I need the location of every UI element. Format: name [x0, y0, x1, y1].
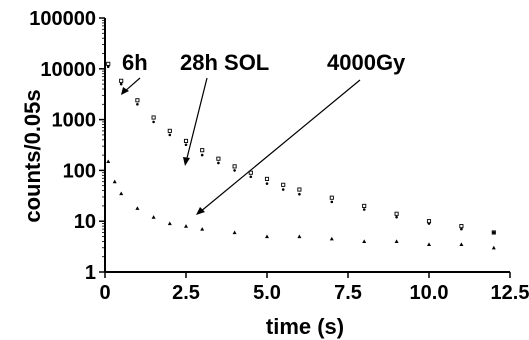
data-point — [248, 170, 253, 175]
data-point — [491, 245, 496, 250]
data-point — [106, 61, 111, 66]
data-point — [394, 211, 399, 216]
data-point — [297, 187, 302, 192]
data-point — [200, 153, 204, 157]
data-point — [265, 182, 269, 185]
data-point — [232, 230, 237, 235]
data-point — [298, 192, 301, 196]
data-point — [426, 219, 432, 224]
axes — [104, 18, 510, 273]
data-point — [330, 200, 334, 204]
data-point — [329, 236, 334, 241]
x-tick-label: 10.0 — [410, 282, 449, 304]
data-point — [151, 115, 156, 120]
y-tick-label: 1 — [85, 262, 96, 284]
data-point — [281, 188, 285, 191]
x-ticks: 0 2.5 5.0 7.5 10.0 12.5 — [99, 272, 529, 304]
data-point — [459, 242, 464, 246]
y-tick-label: 10 — [74, 211, 96, 233]
data-point — [329, 195, 334, 200]
x-tick-label: 2.5 — [172, 282, 200, 304]
x-tick-label: 12.5 — [491, 282, 529, 304]
x-tick-label: 7.5 — [334, 282, 362, 304]
data-point — [135, 206, 140, 210]
data-point — [119, 191, 124, 196]
data-point — [106, 65, 110, 68]
data-point — [200, 227, 205, 231]
y-ticks: 1 10 100 1000 10000 100000 — [29, 8, 105, 284]
x-axis-title: time (s) — [266, 314, 344, 339]
annotation-4000gy: 4000Gy — [327, 50, 406, 75]
series-4000gy — [106, 159, 496, 250]
data-point — [152, 120, 155, 124]
data-point — [427, 242, 431, 246]
data-point — [167, 221, 172, 226]
arrowhead-4000gy — [196, 207, 205, 215]
data-point — [136, 103, 139, 106]
series-28h-sol — [106, 61, 496, 235]
data-point — [135, 98, 140, 103]
data-point — [167, 128, 172, 133]
annotation-6h: 6h — [122, 50, 148, 75]
x-tick-label: 0 — [99, 282, 110, 304]
data-point — [264, 176, 270, 181]
data-point — [491, 230, 496, 235]
data-point — [217, 161, 220, 165]
data-point — [233, 169, 236, 172]
data-point — [265, 234, 269, 239]
y-axis-title: counts/0.05s — [20, 89, 45, 222]
annotations: 6h 28h SOL 4000Gy — [121, 50, 406, 215]
data-point — [168, 133, 172, 137]
data-point — [459, 224, 464, 229]
data-point — [200, 148, 205, 153]
x-tick-label: 5.0 — [253, 282, 281, 304]
data-point — [119, 78, 124, 83]
data-point — [281, 182, 286, 187]
arrowhead-28h-sol — [183, 157, 190, 166]
data-point — [394, 239, 399, 244]
data-point — [232, 164, 237, 169]
data-points — [106, 61, 496, 250]
data-point — [460, 227, 463, 231]
data-point — [106, 159, 111, 164]
data-point — [395, 215, 398, 219]
annotation-28h-sol: 28h SOL — [180, 50, 269, 75]
y-tick-label: 1000 — [52, 110, 97, 132]
arrow-28h-sol — [185, 77, 208, 163]
series-6h — [106, 65, 496, 234]
data-point — [119, 82, 123, 86]
data-point — [151, 215, 156, 219]
arrow-4000gy — [199, 79, 361, 213]
data-point — [112, 179, 117, 184]
data-point — [362, 239, 367, 244]
data-point — [362, 208, 366, 211]
data-point — [362, 203, 367, 208]
data-point — [297, 234, 302, 239]
data-point — [249, 175, 253, 179]
data-point — [184, 143, 188, 147]
data-point — [183, 138, 189, 143]
arrowhead-6h — [121, 87, 129, 95]
y-tick-label: 100 — [63, 160, 96, 182]
data-point — [216, 156, 221, 161]
y-tick-label: 10000 — [40, 59, 96, 81]
data-point — [492, 231, 496, 234]
data-point — [184, 224, 188, 228]
y-tick-label: 100000 — [29, 8, 96, 30]
